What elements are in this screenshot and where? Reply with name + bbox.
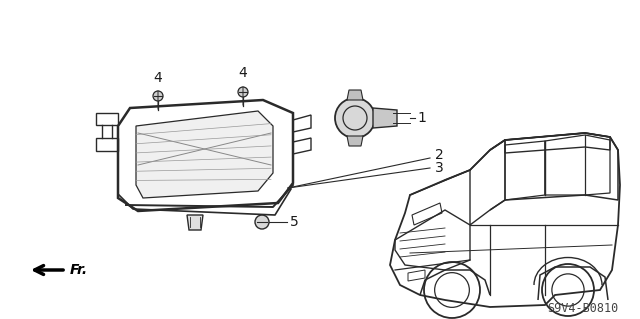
Text: 2: 2 [435,148,444,162]
Text: 5: 5 [290,215,299,229]
Text: 4: 4 [154,71,163,85]
Text: S9V4-B0810: S9V4-B0810 [547,301,618,315]
Polygon shape [347,90,363,100]
Text: Fr.: Fr. [70,263,88,277]
Polygon shape [136,111,273,198]
Circle shape [335,98,375,138]
Text: 3: 3 [435,161,444,175]
Polygon shape [187,215,203,230]
Text: 1: 1 [417,111,426,125]
Text: 4: 4 [239,66,248,80]
Polygon shape [347,136,363,146]
Circle shape [255,215,269,229]
Polygon shape [373,108,397,128]
Circle shape [153,91,163,101]
Circle shape [238,87,248,97]
